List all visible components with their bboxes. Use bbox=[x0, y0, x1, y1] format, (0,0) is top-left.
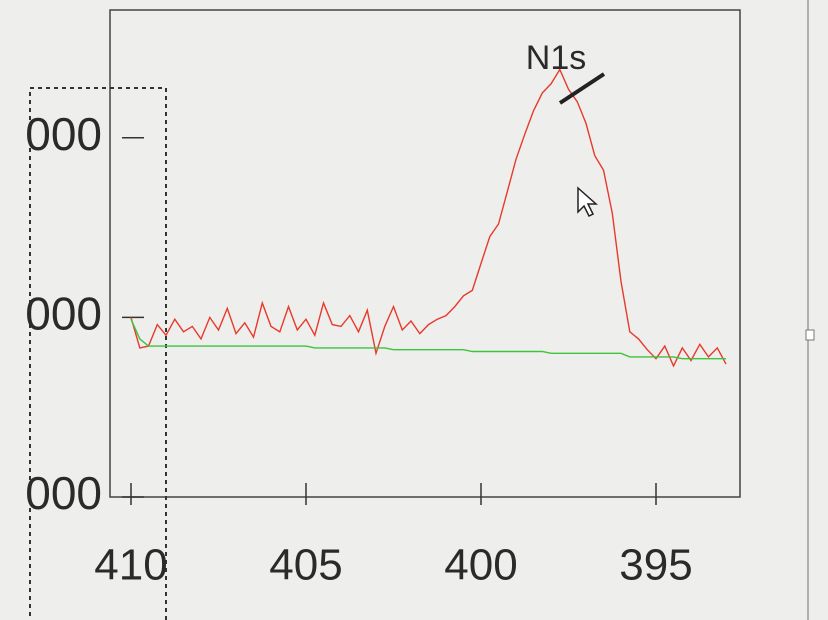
series-line bbox=[130, 318, 726, 360]
x-tick-label: 405 bbox=[269, 541, 342, 590]
resize-handle bbox=[805, 329, 815, 341]
cursor bbox=[577, 186, 598, 218]
y-tick-label: 000 bbox=[25, 288, 102, 340]
x-tick-label: 410 bbox=[94, 541, 167, 590]
y-tick-label: 000 bbox=[25, 108, 102, 160]
plot-frame bbox=[109, 9, 741, 498]
y-tick-label: 000 bbox=[25, 467, 102, 519]
x-tick-label: 395 bbox=[619, 541, 692, 590]
x-tick-label: 400 bbox=[444, 541, 517, 590]
selection-box bbox=[29, 87, 167, 620]
plot-area: 000 000 000 410 405 400 395 bbox=[25, 67, 727, 590]
peak-label: N1s bbox=[526, 39, 586, 77]
series-line bbox=[130, 67, 727, 368]
peak-marker bbox=[558, 72, 606, 105]
